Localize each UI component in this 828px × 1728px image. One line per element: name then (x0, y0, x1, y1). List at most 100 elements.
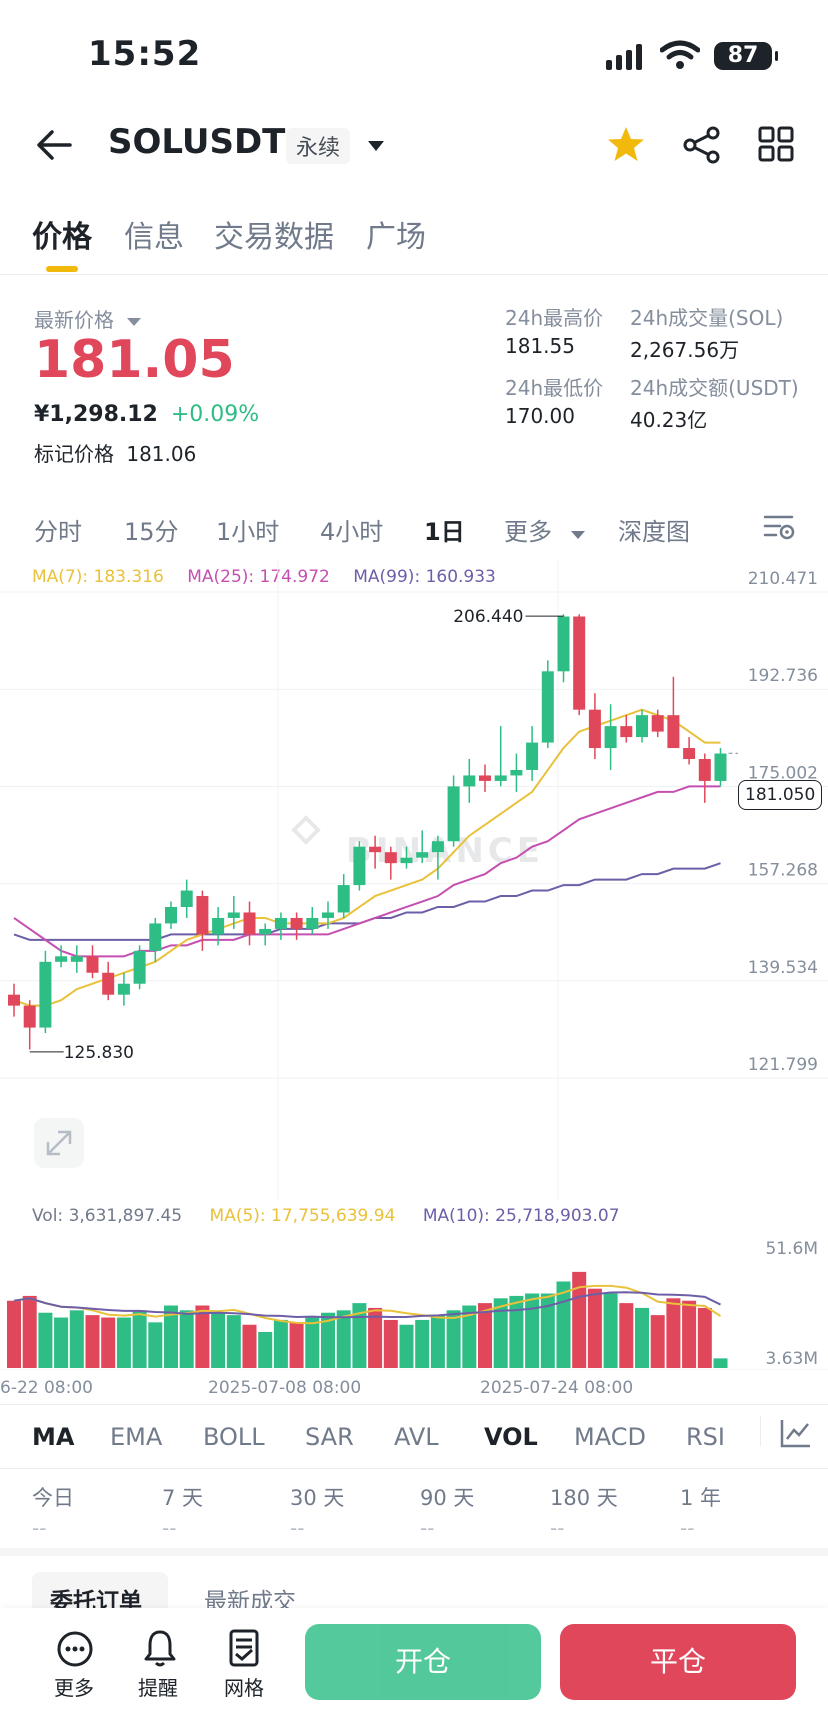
share-icon[interactable] (682, 126, 722, 164)
candle (620, 715, 633, 743)
volume-bar (368, 1307, 383, 1368)
period-30d-label: 30 天 (290, 1486, 345, 1510)
ma7-legend: MA(7): 183.316 (32, 567, 164, 587)
indicator-ema[interactable]: EMA (110, 1423, 163, 1451)
indicator-avl[interactable]: AVL (394, 1423, 439, 1451)
symbol-title[interactable]: SOLUSDT (108, 122, 286, 162)
open-position-button[interactable]: 开仓 (305, 1624, 541, 1700)
candle (369, 835, 382, 869)
vol-ma10-line (13, 1291, 721, 1319)
binance-watermark: BINANCE (291, 815, 540, 871)
tab-square[interactable]: 广场 (366, 220, 426, 255)
volume-bar (509, 1295, 524, 1368)
candle (274, 912, 287, 940)
period-today-value: -- (32, 1516, 47, 1540)
period-today-label: 今日 (32, 1486, 74, 1510)
y-tick-label: 210.471 (748, 569, 818, 589)
active-tab-indicator (46, 266, 78, 272)
volume-bar (383, 1319, 398, 1368)
price-sub-row: ¥1,298.12 +0.09% (34, 402, 259, 427)
volume-bar (258, 1331, 273, 1368)
indicator-ma[interactable]: MA (32, 1423, 75, 1451)
timeframe-4h[interactable]: 4小时 (320, 518, 384, 546)
status-time: 15:52 (88, 34, 202, 74)
grid-trading-icon[interactable] (226, 1628, 262, 1668)
indicator-boll[interactable]: BOLL (203, 1423, 265, 1451)
close-position-button[interactable]: 平仓 (560, 1624, 796, 1700)
candle (212, 906, 225, 946)
grid-label[interactable]: 网格 (224, 1676, 264, 1700)
tab-trading-data[interactable]: 交易数据 (214, 220, 334, 255)
candle (510, 753, 523, 792)
period-30d-value: -- (290, 1516, 305, 1540)
latest-price-label[interactable]: 最新价格 (34, 304, 142, 333)
ma25-legend: MA(25): 174.972 (187, 567, 330, 587)
candle (604, 704, 617, 770)
vol-ma5-legend: MA(5): 17,755,639.94 (209, 1206, 396, 1226)
volume-bar (352, 1303, 367, 1368)
indicator-macd[interactable]: MACD (574, 1423, 646, 1451)
volume-bar (179, 1310, 194, 1368)
period-180d-label: 180 天 (550, 1486, 618, 1510)
indicator-vol[interactable]: VOL (484, 1423, 538, 1451)
timeframe-1d[interactable]: 1日 (424, 518, 465, 546)
chart-settings-icon[interactable] (762, 512, 796, 542)
candle (180, 879, 193, 918)
divider (760, 1416, 761, 1446)
timeframe-more[interactable]: 更多 (504, 512, 586, 547)
mark-price-row: 标记价格 181.06 (34, 438, 196, 467)
indicator-sar[interactable]: SAR (305, 1423, 354, 1451)
volume-bar (603, 1293, 618, 1368)
candle (494, 726, 507, 787)
vol-legend: Vol: 3,631,897.45 MA(5): 17,755,639.94 M… (32, 1206, 620, 1226)
volume-bar (148, 1322, 163, 1368)
x-label-3: 2025-07-24 08:00 (480, 1378, 634, 1398)
volume-bar (132, 1310, 147, 1368)
bell-icon[interactable] (142, 1628, 178, 1668)
candle (196, 890, 209, 951)
caret-down-icon (127, 318, 142, 326)
timeframe-line[interactable]: 分时 (34, 518, 82, 546)
alert-label[interactable]: 提醒 (138, 1676, 178, 1700)
mark-price-value: 181.06 (126, 442, 197, 466)
volume-bar (7, 1300, 21, 1368)
wifi-icon (659, 40, 701, 72)
candle (259, 923, 272, 946)
signal-icon (606, 44, 646, 70)
tab-price[interactable]: 价格 (32, 220, 92, 255)
volume-bar (211, 1312, 226, 1368)
volume-bar (164, 1305, 178, 1368)
candle (165, 901, 177, 929)
candlestick-chart[interactable]: BINANCE 210.471 192.736 175.002 157.268 139.… (0, 560, 828, 1200)
depth-chart-tab[interactable]: 深度图 (618, 518, 690, 546)
fullscreen-expand-icon[interactable] (34, 1118, 84, 1168)
volume-bar (525, 1293, 540, 1368)
tab-info[interactable]: 信息 (124, 220, 184, 255)
candle (8, 983, 20, 1017)
timeframe-15m[interactable]: 15分 (124, 518, 179, 546)
symbol-dropdown-icon[interactable] (366, 138, 386, 152)
grid-menu-icon[interactable] (758, 126, 794, 162)
more-label[interactable]: 更多 (54, 1676, 94, 1700)
back-arrow-icon[interactable] (34, 128, 74, 162)
section-divider (0, 1548, 828, 1556)
volume-bar (289, 1322, 304, 1368)
volume-bar (69, 1310, 84, 1368)
candle (416, 830, 429, 864)
favorite-star-icon[interactable] (606, 124, 646, 164)
indicator-rsi[interactable]: RSI (686, 1423, 725, 1451)
candle (573, 614, 586, 716)
candle (400, 846, 413, 869)
timeframe-1h[interactable]: 1小时 (216, 518, 280, 546)
latest-price-label-text: 最新价格 (34, 308, 114, 332)
candle (322, 901, 334, 929)
amount-24h-value: 40.23亿 (630, 408, 708, 432)
volume-chart[interactable]: 51.6M 3.63M (0, 1230, 828, 1370)
more-icon[interactable] (56, 1630, 94, 1668)
indicator-settings-icon[interactable] (780, 1418, 812, 1448)
volume-24h-label: 24h成交量(SOL) (630, 306, 784, 330)
volume-bar (195, 1305, 210, 1368)
volume-bar (666, 1298, 681, 1368)
period-7d-value: -- (162, 1516, 177, 1540)
period-1y-value: -- (680, 1516, 695, 1540)
